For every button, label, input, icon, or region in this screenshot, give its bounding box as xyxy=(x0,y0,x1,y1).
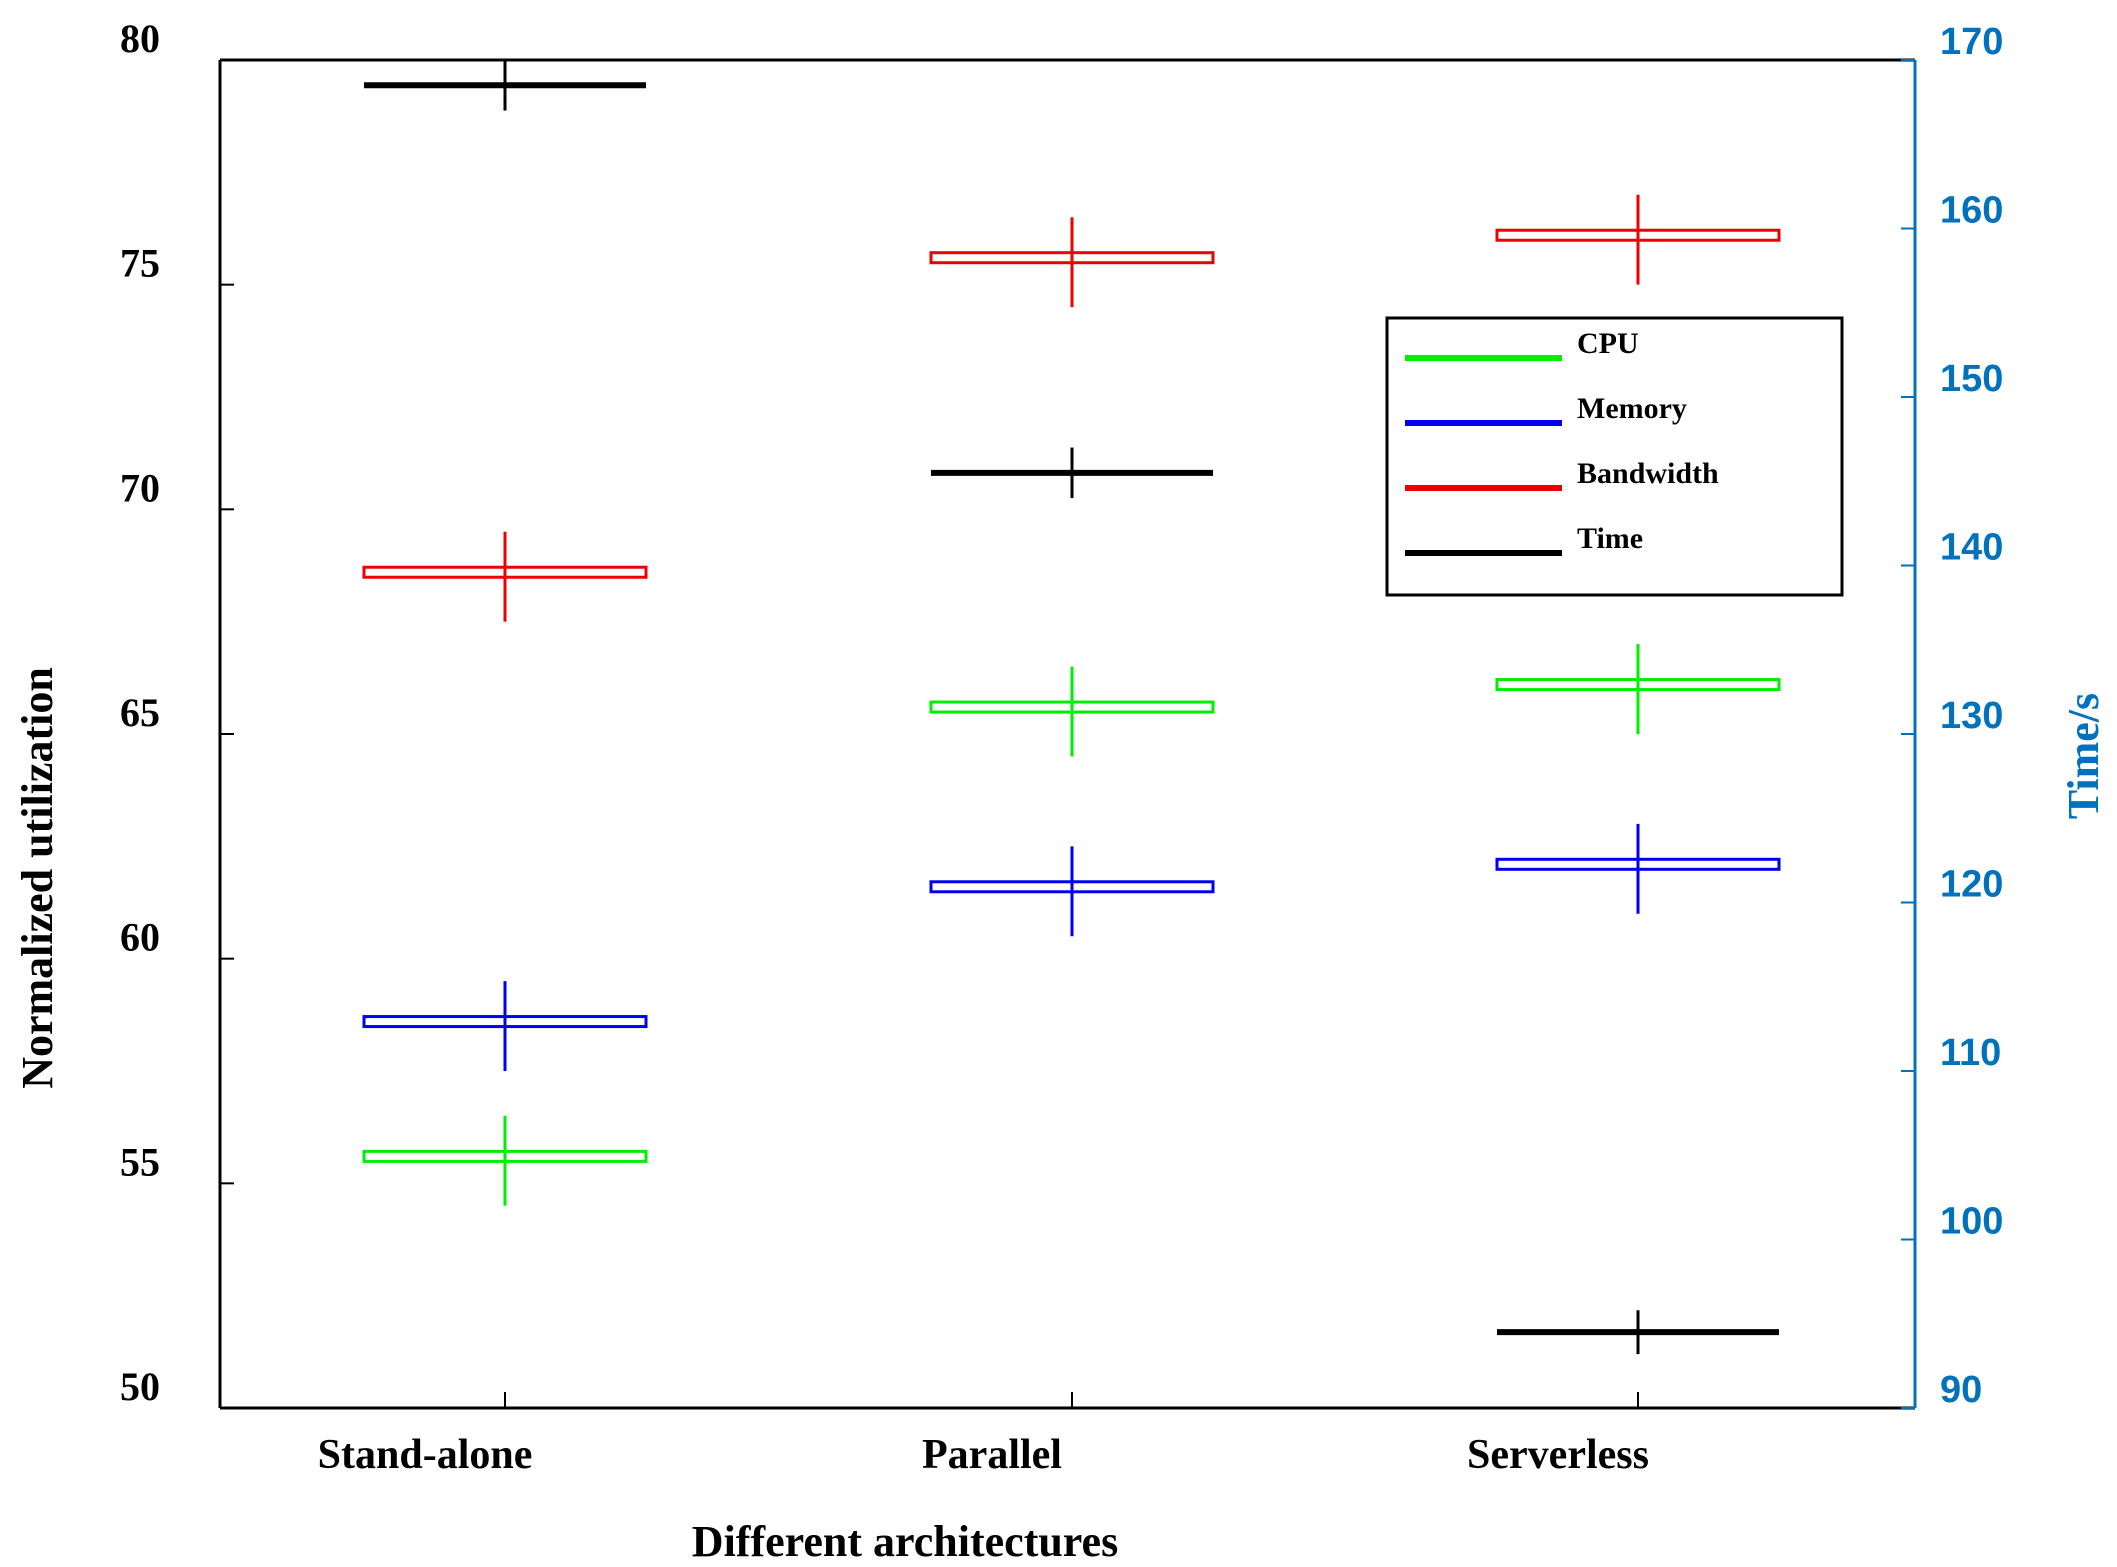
box xyxy=(1495,228,1781,242)
y-right-tick-label: 120 xyxy=(1940,864,2003,906)
y-right-tick-label: 160 xyxy=(1940,190,2003,232)
y-tick-label: 60 xyxy=(120,915,160,960)
y-axis-right-title: Time/s xyxy=(2059,693,2108,819)
y-tick-label: 80 xyxy=(120,16,160,61)
y-tick-label: 75 xyxy=(120,241,160,286)
box xyxy=(1495,678,1781,692)
y-tick-label: 70 xyxy=(120,465,160,510)
tick-labels: 50 55 60 65 70 75 80 90 100 110 120 130 140 150 160 170… xyxy=(120,16,2003,1478)
legend-label-bandwidth: Bandwidth xyxy=(1577,457,1719,490)
mark-time-parallel xyxy=(931,447,1213,499)
y-right-tick-label: 100 xyxy=(1940,1201,2003,1243)
legend-label-cpu: CPU xyxy=(1577,327,1639,360)
x-tick-label: Parallel xyxy=(922,1432,1062,1478)
legend: CPU Memory Bandwidth Time xyxy=(1385,316,1844,597)
y-right-tick-label: 150 xyxy=(1940,358,2003,400)
box xyxy=(362,565,648,579)
box xyxy=(929,700,1215,714)
y-right-tick-label: 170 xyxy=(1940,21,2003,63)
x-axis-title: Different architectures xyxy=(692,1517,1118,1566)
mark-cpu-serverless xyxy=(1495,644,1781,734)
y-right-tick-label: 90 xyxy=(1940,1369,1982,1411)
data-marks xyxy=(362,60,1781,1355)
mark-memory-parallel xyxy=(929,846,1215,937)
y-right-tick-label: 110 xyxy=(1940,1032,2001,1074)
y-right-tick-label: 140 xyxy=(1940,527,2003,569)
box xyxy=(929,251,1215,265)
legend-label-time: Time xyxy=(1577,522,1643,555)
y-tick-label: 50 xyxy=(120,1364,160,1409)
x-tick-label: Stand-alone xyxy=(318,1432,533,1478)
box xyxy=(362,1015,648,1029)
x-tick-label: Serverless xyxy=(1467,1432,1649,1478)
box xyxy=(1495,857,1781,871)
mark-time-stand-alone xyxy=(364,60,646,111)
legend-box xyxy=(1385,316,1844,597)
mark-bandwidth-parallel xyxy=(929,217,1215,308)
y-right-tick-label: 130 xyxy=(1940,695,2003,737)
box xyxy=(362,1149,648,1163)
mark-bandwidth-serverless xyxy=(1495,194,1781,285)
mark-memory-stand-alone xyxy=(362,981,648,1071)
mark-bandwidth-stand-alone xyxy=(362,531,648,622)
y-axis-title: Normalized utilization xyxy=(13,667,62,1089)
box xyxy=(929,880,1215,894)
y-tick-label: 55 xyxy=(120,1139,160,1184)
mark-cpu-stand-alone xyxy=(362,1115,648,1206)
legend-label-memory: Memory xyxy=(1577,392,1687,425)
mark-time-serverless xyxy=(1497,1310,1779,1355)
axis-ticks xyxy=(220,59,1915,1409)
y-tick-label: 65 xyxy=(120,690,160,735)
mark-cpu-parallel xyxy=(929,666,1215,757)
mark-memory-serverless xyxy=(1495,823,1781,914)
